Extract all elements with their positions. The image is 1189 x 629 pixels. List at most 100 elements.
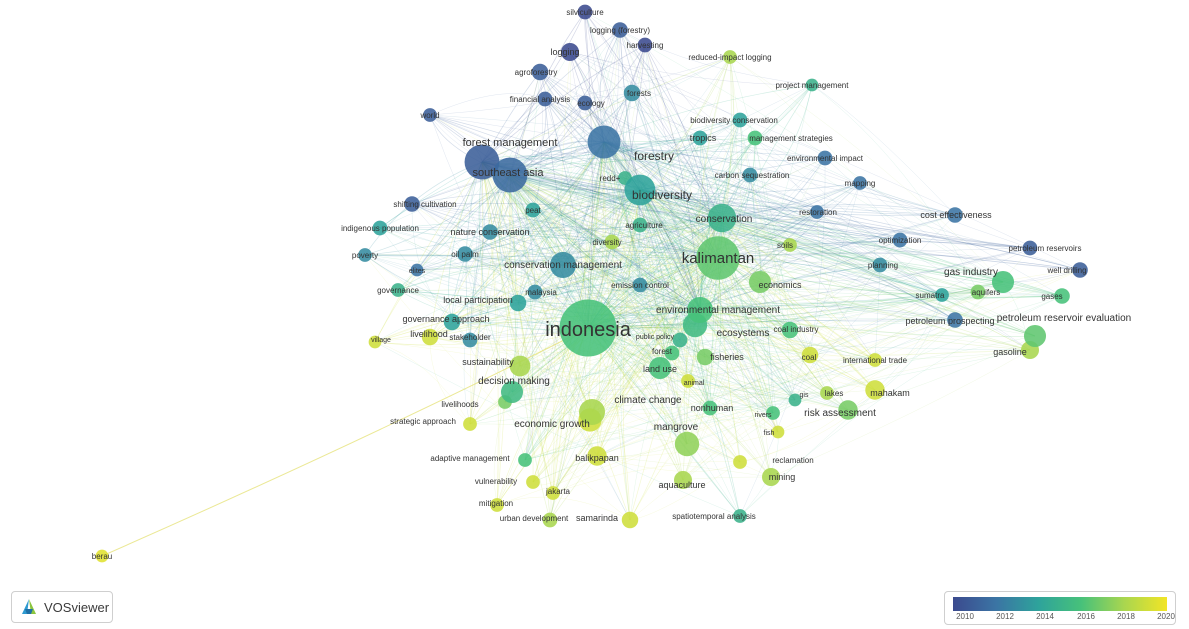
node-coal[interactable]: [801, 346, 819, 364]
node-mitigation[interactable]: [490, 498, 504, 512]
node-environmental-management[interactable]: [687, 297, 713, 323]
node-shifting-cultivation[interactable]: [404, 196, 420, 212]
node-coal-industry[interactable]: [781, 321, 799, 339]
node-lakes[interactable]: [820, 386, 834, 400]
node-urban-development[interactable]: [542, 512, 558, 528]
node-land-use[interactable]: [648, 356, 672, 380]
node-ecology[interactable]: [577, 95, 593, 111]
node-mangrove[interactable]: [674, 431, 700, 457]
node-restoration[interactable]: [810, 205, 824, 219]
node-management-strategies[interactable]: [747, 130, 763, 146]
node-animal[interactable]: [681, 374, 695, 388]
node-southeast-asia[interactable]: [492, 157, 528, 193]
node-indonesia[interactable]: [559, 299, 617, 357]
node-world[interactable]: [423, 108, 437, 122]
network-link: [429, 161, 483, 338]
node-forests[interactable]: [623, 84, 641, 102]
node-public-policy[interactable]: [672, 332, 688, 348]
network-link: [584, 11, 605, 143]
node-diversity[interactable]: [604, 234, 620, 250]
node-peat[interactable]: [525, 202, 541, 218]
node-mining[interactable]: [761, 467, 781, 487]
node-reclamation[interactable]: [733, 455, 747, 469]
node-sustainability[interactable]: [509, 355, 531, 377]
node-planning[interactable]: [872, 257, 888, 273]
node-well-drilling[interactable]: [1072, 262, 1088, 278]
node-vulnerability[interactable]: [526, 475, 540, 489]
node-economics[interactable]: [748, 270, 772, 294]
node-agroforestry[interactable]: [531, 63, 549, 81]
node-sumatra[interactable]: [935, 288, 949, 302]
node-silviculture[interactable]: [577, 4, 593, 20]
node-petroleum-reservoir-evaluation[interactable]: [1023, 324, 1047, 348]
network-link: [596, 399, 796, 457]
node-nonhuman[interactable]: [702, 400, 718, 416]
node-spatiotemporal-analysis[interactable]: [733, 509, 747, 523]
node-biodiversity-conservation[interactable]: [732, 112, 748, 128]
node-climate-change[interactable]: [579, 399, 605, 425]
node-governance-approach[interactable]: [443, 313, 461, 331]
node-rivers[interactable]: [766, 406, 780, 420]
node-conservation-management[interactable]: [550, 252, 576, 278]
node-logging[interactable]: [560, 42, 580, 62]
node-aquaculture[interactable]: [673, 470, 693, 490]
node-local-participation[interactable]: [509, 294, 527, 312]
node-decision-making[interactable]: [500, 380, 524, 404]
node-adaptive-management[interactable]: [518, 453, 532, 467]
node-international-trade[interactable]: [868, 353, 882, 367]
node-forestry[interactable]: [587, 125, 621, 159]
node-indigenous-population[interactable]: [372, 220, 388, 236]
node-oil-palm[interactable]: [457, 246, 473, 262]
node-forest[interactable]: [664, 345, 680, 361]
node-carbon-sequestration[interactable]: [742, 167, 758, 183]
network-link: [591, 217, 723, 413]
node-stakeholder[interactable]: [462, 332, 478, 348]
network-link: [364, 254, 681, 341]
node-mapping[interactable]: [853, 176, 867, 190]
node-optimization[interactable]: [892, 232, 908, 248]
node-conservation[interactable]: [707, 203, 737, 233]
network-link: [671, 352, 796, 401]
node-mahakam[interactable]: [865, 380, 885, 400]
node-reduced-impact-logging[interactable]: [723, 50, 737, 64]
node-balikpapan[interactable]: [587, 446, 607, 466]
node-fish[interactable]: [771, 425, 785, 439]
node-cost-effectiveness[interactable]: [947, 207, 963, 223]
node-samarinda[interactable]: [621, 511, 639, 529]
node-petroleum-prospecting[interactable]: [947, 312, 963, 328]
vosviewer-brand[interactable]: VOSviewer: [11, 591, 113, 623]
node-elites[interactable]: [410, 263, 424, 277]
node-fisheries[interactable]: [696, 348, 714, 366]
node-soils[interactable]: [783, 238, 797, 252]
node-logging-forestry[interactable]: [612, 22, 628, 38]
node-forest-management[interactable]: [464, 144, 500, 180]
node-gis[interactable]: [788, 393, 802, 407]
node-gas-industry[interactable]: [991, 270, 1015, 294]
node-agriculture[interactable]: [632, 217, 648, 233]
network-link: [469, 335, 1036, 425]
node-financial-analysis[interactable]: [537, 91, 553, 107]
node-tropics[interactable]: [692, 130, 708, 146]
node-harvesting[interactable]: [637, 37, 653, 53]
node-project-management[interactable]: [805, 78, 819, 92]
node-jakarta[interactable]: [546, 486, 560, 500]
node-strategic-approach[interactable]: [463, 417, 477, 431]
node-petroleum-reservoirs[interactable]: [1022, 240, 1038, 256]
node-biodiversity[interactable]: [624, 174, 656, 206]
network-link: [429, 56, 731, 116]
node-livelihood[interactable]: [421, 328, 439, 346]
node-aquifers[interactable]: [970, 284, 986, 300]
node-emission-control[interactable]: [632, 277, 648, 293]
network-link: [464, 253, 779, 433]
node-nature-conservation[interactable]: [482, 224, 498, 240]
node-risk-assessment[interactable]: [838, 400, 858, 420]
node-gases[interactable]: [1054, 288, 1070, 304]
node-berau[interactable]: [95, 549, 109, 563]
node-governance[interactable]: [391, 283, 405, 297]
node-village[interactable]: [368, 335, 382, 349]
node-malaysia[interactable]: [527, 284, 543, 300]
node-environmental-impact[interactable]: [817, 150, 833, 166]
node-kalimantan[interactable]: [696, 236, 740, 280]
node-poverty[interactable]: [358, 248, 372, 262]
